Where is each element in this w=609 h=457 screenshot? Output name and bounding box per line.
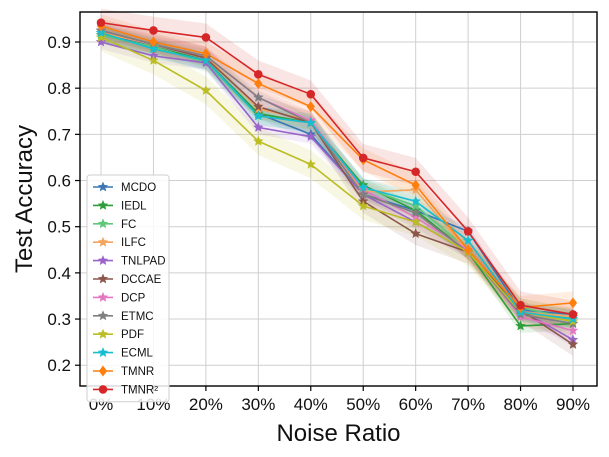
x-tick-label: 90% <box>556 395 590 414</box>
marker-iedl <box>515 320 526 331</box>
legend-box <box>86 174 170 403</box>
marker-pdf <box>200 84 212 95</box>
marker-etmc <box>357 188 369 199</box>
marker-ecml <box>305 117 317 128</box>
legend-label: DCCAE <box>121 274 162 286</box>
x-axis-title: Noise Ratio <box>276 420 400 447</box>
marker-tmnr² <box>358 153 368 163</box>
series-markers <box>95 18 579 349</box>
marker-tmnr² <box>254 70 263 79</box>
marker-tmnr² <box>96 18 106 27</box>
x-tick-label: 70% <box>451 395 485 414</box>
marker-dccae <box>567 338 579 349</box>
legend-marker <box>97 218 109 229</box>
y-tick-label: 0.7 <box>47 125 71 144</box>
legend-label: PDF <box>121 329 144 341</box>
legend-marker <box>98 385 108 394</box>
legend-label: TMNR² <box>121 384 158 396</box>
legend-label: DCP <box>121 292 146 304</box>
marker-tmnr <box>201 48 211 60</box>
marker-ecml <box>357 181 369 192</box>
marker-tmnr² <box>201 33 211 42</box>
marker-ecml <box>253 110 264 121</box>
marker-tmnr² <box>568 310 578 319</box>
legend-marker <box>97 310 109 321</box>
legend-label: ETMC <box>121 311 154 323</box>
marker-pdf <box>357 200 369 211</box>
legend-label: ECML <box>121 348 154 360</box>
marker-pdf <box>410 216 421 227</box>
y-tick-label: 0.2 <box>47 356 71 375</box>
marker-tmnr² <box>306 89 316 99</box>
marker-pdf <box>253 135 264 146</box>
y-axis-title: Test Accuracy <box>11 125 38 273</box>
axis-ticks: 0% 10% 20% 30% 40% 50% 60% 70% 80% 90%0.20.30.40.… <box>47 33 590 414</box>
line-tmnr² <box>100 21 574 316</box>
marker-etmc <box>253 91 264 102</box>
series-lines <box>100 21 574 346</box>
marker-ecml <box>200 54 212 65</box>
line-pdf <box>100 36 574 323</box>
legend-marker <box>97 347 109 358</box>
marker-ecml <box>462 235 474 246</box>
legend-label: IEDL <box>121 200 147 212</box>
legend-marker <box>97 255 109 266</box>
legend-marker <box>97 199 109 210</box>
y-tick-label: 0.8 <box>47 79 71 98</box>
legend-marker <box>97 236 109 247</box>
y-tick-label: 0.9 <box>47 33 71 52</box>
y-tick-label: 0.5 <box>47 218 71 237</box>
marker-pdf <box>95 31 107 42</box>
band-dccae <box>101 18 573 356</box>
marker-tmnr² <box>411 167 420 177</box>
y-tick-label: 0.3 <box>47 310 71 329</box>
legend-label: TNLPAD <box>121 256 166 268</box>
marker-tmnr <box>306 101 315 113</box>
marker-dcp <box>567 325 579 336</box>
x-tick-label: 80% <box>504 395 538 414</box>
legend-label: FC <box>121 219 136 231</box>
marker-dccae <box>410 228 421 239</box>
marker-tmnr <box>149 36 158 48</box>
x-tick-label: 60% <box>399 395 433 414</box>
band-pdf <box>101 23 573 336</box>
line-tmnr <box>100 25 574 309</box>
marker-pdf <box>305 158 317 169</box>
legend-label: TMNR <box>121 366 154 378</box>
marker-ecml <box>410 195 421 206</box>
x-tick-label: 40% <box>294 395 328 414</box>
legend-marker <box>97 328 109 339</box>
marker-ecml <box>148 43 159 54</box>
legend-label: ILFC <box>121 237 146 249</box>
marker-tmnr² <box>516 300 525 310</box>
marker-dccae <box>253 101 264 112</box>
legend-marker <box>97 181 109 192</box>
x-tick-label: 20% <box>189 395 223 414</box>
marker-tnlpad <box>305 131 317 142</box>
legend-marker <box>97 273 109 284</box>
marker-ecml <box>95 27 107 38</box>
x-tick-label: 50% <box>346 395 380 414</box>
y-tick-label: 0.4 <box>47 264 71 283</box>
plot-frame <box>79 11 598 387</box>
marker-tnlpad <box>95 36 107 47</box>
legend-marker <box>98 365 108 377</box>
marker-tmnr² <box>463 227 473 236</box>
legend-marker <box>97 291 109 302</box>
marker-etmc <box>410 207 421 218</box>
legend-label: MCDO <box>121 182 156 194</box>
legend: MCDO IEDL FC ILFC TNLPAD DCCAE DCP ETMC PDF ECML T… <box>86 174 170 403</box>
marker-tmnr <box>463 244 473 256</box>
y-tick-label: 0.6 <box>47 172 71 191</box>
marker-tnlpad <box>253 121 264 132</box>
marker-tmnr <box>411 179 420 191</box>
marker-tmnr <box>568 297 578 309</box>
x-tick-label: 30% <box>241 395 275 414</box>
marker-pdf <box>148 54 159 65</box>
marker-tmnr <box>254 78 263 90</box>
marker-tmnr² <box>149 26 158 35</box>
line-ecml <box>100 32 574 320</box>
